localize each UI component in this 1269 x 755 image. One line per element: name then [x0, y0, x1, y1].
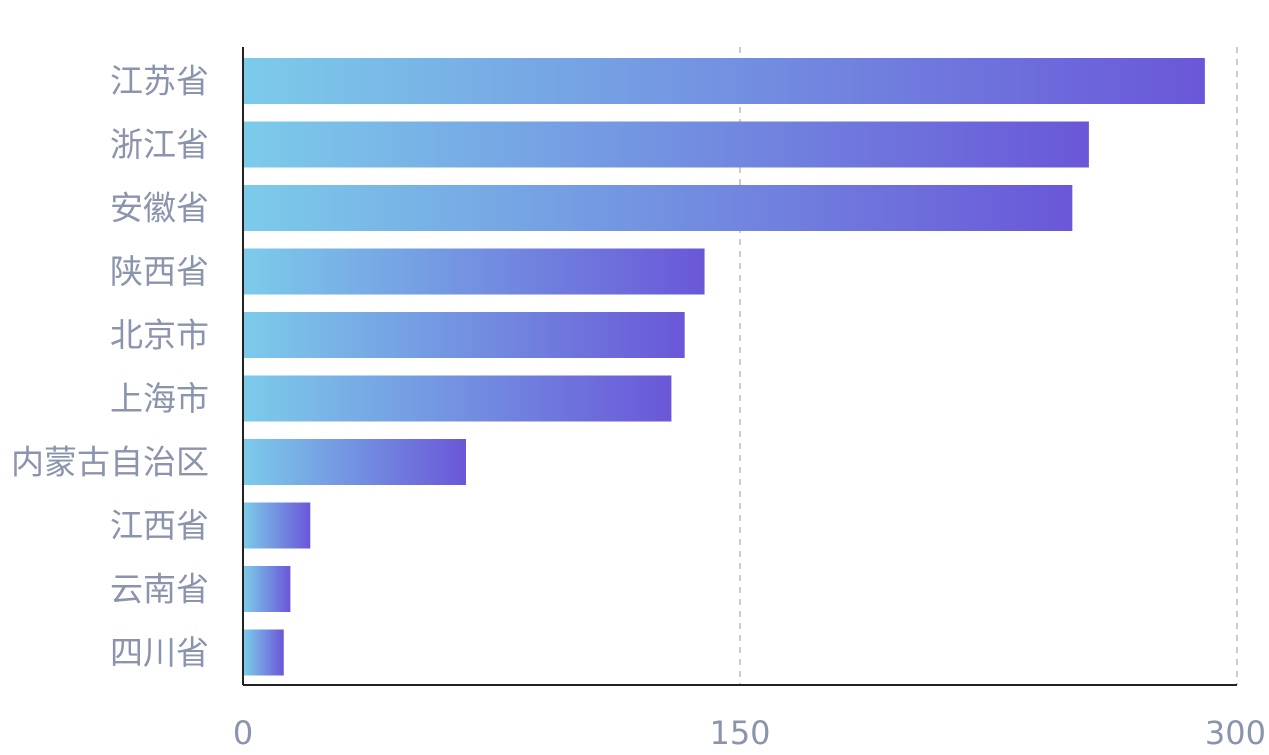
- grid-lines: [739, 47, 1238, 685]
- category-label-1: 浙江省: [110, 125, 209, 164]
- category-label-2: 安徽省: [110, 189, 209, 228]
- category-label-0: 江苏省: [110, 62, 209, 101]
- x-tick-labels: 0 150 300: [233, 714, 1266, 752]
- bar-7: [244, 502, 311, 549]
- category-label-7: 江西省: [110, 506, 209, 545]
- bar-3: [244, 248, 705, 295]
- category-label-5: 上海市: [110, 379, 209, 418]
- bar-2: [244, 185, 1073, 231]
- bar-6: [244, 439, 466, 485]
- x-tick-label-0: 0: [233, 714, 253, 752]
- category-label-6: 内蒙古自治区: [11, 443, 209, 482]
- axes: [242, 47, 1237, 686]
- category-label-4: 北京市: [110, 316, 209, 355]
- bar-9: [244, 629, 284, 676]
- category-label-9: 四川省: [110, 633, 209, 672]
- bar-1: [244, 121, 1089, 168]
- bar-8: [244, 566, 291, 612]
- category-label-3: 陕西省: [110, 252, 209, 291]
- x-tick-label-1: 150: [709, 714, 770, 752]
- bar-0: [244, 58, 1205, 104]
- category-label-8: 云南省: [110, 570, 209, 609]
- bar-5: [244, 375, 672, 422]
- bar-4: [244, 312, 685, 358]
- bars: [244, 58, 1205, 676]
- x-tick-label-2: 300: [1205, 714, 1266, 752]
